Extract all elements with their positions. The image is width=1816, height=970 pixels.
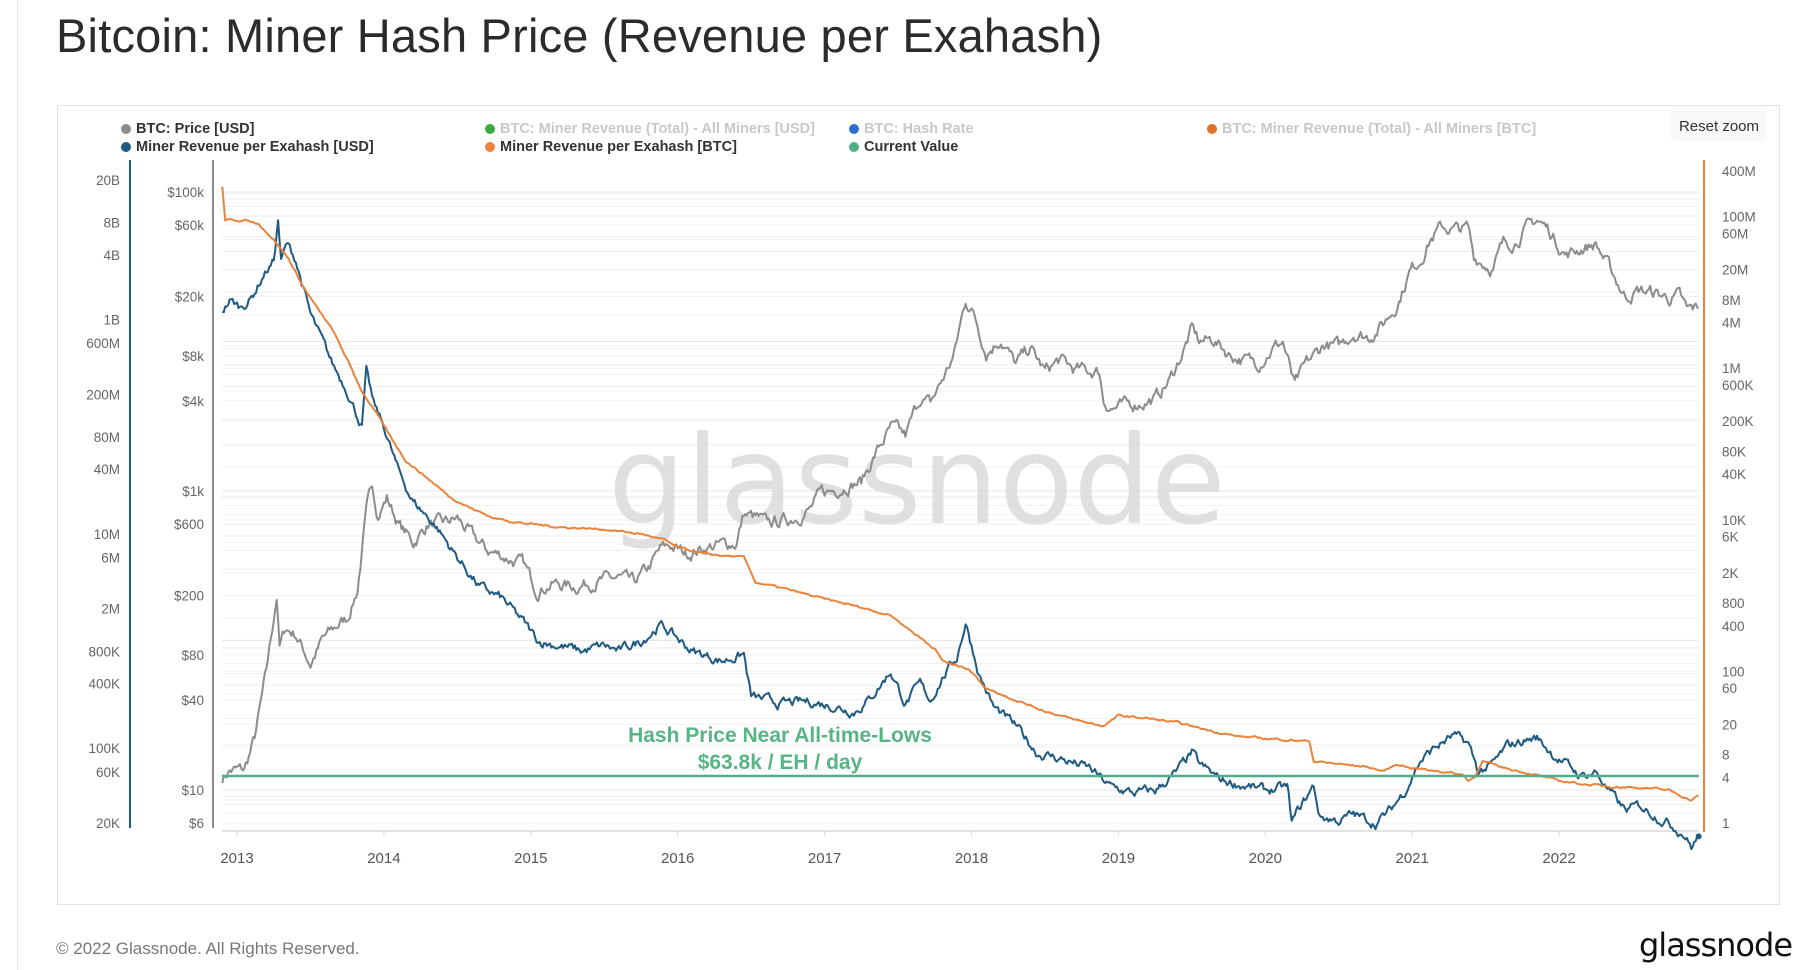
annotation-line-1: Hash Price Near All-time-Lows <box>628 724 932 747</box>
y-tick-label: 4B <box>103 248 120 263</box>
y-tick-label: $200 <box>174 588 204 603</box>
x-tick-label: 2022 <box>1542 850 1575 867</box>
x-tick-label: 2016 <box>661 850 694 867</box>
series-line-miner-revenue-per-exahash-usd <box>222 219 1699 851</box>
y-tick-label: 100 <box>1722 664 1745 679</box>
y-tick-label: 400K <box>88 677 120 692</box>
legend-dot-icon <box>485 142 495 152</box>
y-tick-label: 2M <box>101 602 120 617</box>
y-tick-label: 800K <box>88 644 120 659</box>
y-tick-label: 200M <box>86 387 120 402</box>
y-tick-label: 60M <box>1722 226 1748 241</box>
y-tick-label: $6 <box>189 816 204 831</box>
y-tick-label: $40 <box>181 693 204 708</box>
y-tick-label: $10 <box>181 783 204 798</box>
y-tick-label: $4k <box>182 394 204 409</box>
page-border <box>17 0 18 970</box>
y-tick-label: 2K <box>1722 566 1739 581</box>
annotation-line-2: $63.8k / EH / day <box>698 751 863 774</box>
x-tick-label: 2015 <box>514 850 547 867</box>
y-tick-label: 4M <box>1722 316 1741 331</box>
axes: 20B 8B 4B 1B 600M 200M 80M 40M 10M 6M 2M 800K 400K 10… <box>86 160 1756 867</box>
legend-label: BTC: Price [USD] <box>136 121 255 137</box>
y-tick-label: $600 <box>174 517 204 532</box>
series-end-marker <box>1695 833 1702 840</box>
page-title: Bitcoin: Miner Hash Price (Revenue per E… <box>56 9 1103 62</box>
y-tick-label: $8k <box>182 349 204 364</box>
y-tick-label: 10K <box>1722 513 1746 528</box>
legend-dot-icon <box>1207 124 1217 134</box>
x-tick-label: 2018 <box>955 850 988 867</box>
legend-label: BTC: Miner Revenue (Total) - All Miners … <box>1222 121 1537 137</box>
y-tick-label: 400M <box>1722 164 1756 179</box>
y-tick-label: 60 <box>1722 681 1737 696</box>
x-tick-label: 2013 <box>220 850 253 867</box>
y-tick-label: 200K <box>1722 414 1754 429</box>
watermark-text: glassnode <box>608 410 1226 552</box>
legend-label: Miner Revenue per Exahash [USD] <box>136 139 374 155</box>
legend-dot-icon <box>121 142 131 152</box>
y-tick-label: $100k <box>167 185 204 200</box>
y-tick-label: $1k <box>182 484 204 499</box>
legend-dot-icon <box>485 124 495 134</box>
x-tick-label: 2019 <box>1102 850 1135 867</box>
y-tick-label: 60K <box>96 765 120 780</box>
legend-dot-icon <box>849 142 859 152</box>
y-tick-label: 6M <box>101 551 120 566</box>
y-tick-label: 1 <box>1722 816 1730 831</box>
y-tick-label: $60k <box>175 218 205 233</box>
legend-item-current-value[interactable]: Current Value <box>849 139 958 155</box>
legend-item-hash-price-btc[interactable]: Miner Revenue per Exahash [BTC] <box>485 139 737 155</box>
legend-item-hash-rate[interactable]: BTC: Hash Rate <box>849 121 974 137</box>
y-tick-label: 400 <box>1722 619 1745 634</box>
y-tick-label: 800 <box>1722 596 1745 611</box>
x-tick-label: 2021 <box>1396 850 1429 867</box>
y-tick-label: 6K <box>1722 530 1739 545</box>
y-tick-label: 600K <box>1722 378 1754 393</box>
y-tick-label: 1B <box>103 312 120 327</box>
legend-item-hash-price-usd[interactable]: Miner Revenue per Exahash [USD] <box>121 139 374 155</box>
series-group <box>221 186 1702 851</box>
series-line-btc-price-usd <box>221 217 1699 784</box>
y-tick-label: 20B <box>96 173 120 188</box>
footer-copyright: © 2022 Glassnode. All Rights Reserved. <box>56 939 360 958</box>
x-tick-label: 2014 <box>367 850 400 867</box>
y-tick-label: 80K <box>1722 444 1746 459</box>
y-tick-label: 600M <box>86 336 120 351</box>
y-tick-label: 100K <box>88 741 120 756</box>
y-tick-label: $80 <box>181 648 204 663</box>
reset-zoom-button[interactable]: Reset zoom <box>1671 111 1767 141</box>
footer-logo: glassnode <box>1638 926 1793 964</box>
legend-dot-icon <box>849 124 859 134</box>
y-tick-label: 1M <box>1722 361 1741 376</box>
legend-label: Current Value <box>864 139 959 155</box>
y-tick-label: $20k <box>175 289 205 304</box>
series-line-miner-revenue-per-exahash-btc <box>221 186 1699 802</box>
y-tick-label: 8 <box>1722 748 1730 763</box>
y-tick-label: 20 <box>1722 717 1737 732</box>
legend-item-miner-revenue-usd[interactable]: BTC: Miner Revenue (Total) - All Miners … <box>485 121 815 137</box>
x-tick-label: 2020 <box>1249 850 1282 867</box>
legend-label: Miner Revenue per Exahash [BTC] <box>500 139 737 155</box>
y-tick-label: 20K <box>96 816 120 831</box>
legend-label: BTC: Miner Revenue (Total) - All Miners … <box>500 121 815 137</box>
y-tick-label: 8M <box>1722 293 1741 308</box>
y-tick-label: 8B <box>103 216 120 231</box>
y-tick-label: 20M <box>1722 263 1748 278</box>
x-tick-label: 2017 <box>808 850 841 867</box>
y-tick-label: 4 <box>1722 770 1730 785</box>
legend-item-miner-revenue-btc[interactable]: BTC: Miner Revenue (Total) - All Miners … <box>1207 121 1536 137</box>
legend-dot-icon <box>121 124 131 134</box>
y-tick-label: 100M <box>1722 210 1756 225</box>
legend-label: BTC: Hash Rate <box>864 121 974 137</box>
y-tick-label: 40M <box>94 462 120 477</box>
y-tick-label: 80M <box>94 430 120 445</box>
y-tick-label: 40K <box>1722 467 1746 482</box>
y-tick-label: 10M <box>94 527 120 542</box>
legend-item-btc-price[interactable]: BTC: Price [USD] <box>121 121 254 137</box>
